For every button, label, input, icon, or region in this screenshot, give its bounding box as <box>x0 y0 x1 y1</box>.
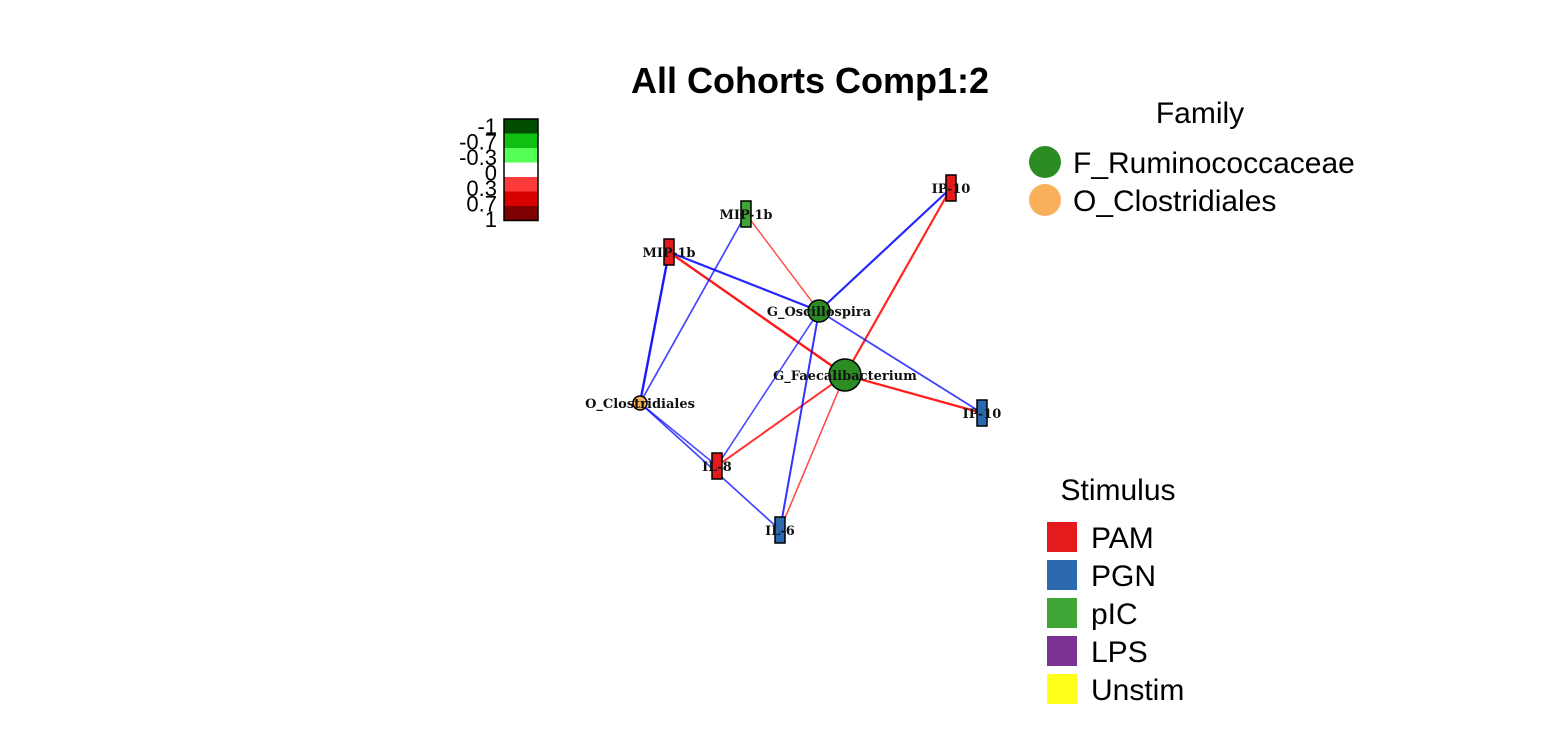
node-label: MIP-1b <box>642 246 695 261</box>
family-legend-title: Family <box>1156 97 1244 130</box>
scale-band <box>504 191 538 206</box>
scale-frame <box>503 118 539 222</box>
node-label: G_Oscillospira <box>767 305 872 320</box>
correlation-color-scale: -1-0.7-0.300.30.71 <box>459 114 539 232</box>
scale-band <box>504 162 538 177</box>
stimulus-legend: Stimulus PAM PGN pIC LPS Unstim <box>1047 474 1184 707</box>
node-label: MIP-1b <box>719 208 772 223</box>
node-ip10_pam: IP-10 <box>932 174 971 202</box>
stimulus-label-lps: LPS <box>1091 636 1148 669</box>
scale-tick-label: -1 <box>477 114 497 139</box>
stimulus-swatch-pic <box>1047 598 1077 628</box>
edge-o_clostridiales-mip1b_pam <box>638 251 671 404</box>
stimulus-swatch-pgn <box>1047 560 1077 590</box>
edge-oscillospira-il6_pgn <box>779 310 820 531</box>
family-label-ruminococcaceae: F_Ruminococcaceae <box>1073 147 1355 180</box>
edge-faecalibacterium-il8_pam <box>716 374 846 467</box>
node-label: O_Clostridiales <box>585 397 695 412</box>
stimulus-label-pam: PAM <box>1091 522 1154 555</box>
scale-band <box>504 206 538 221</box>
scale-tick-label: -0.7 <box>459 130 497 155</box>
scale-tick-label: 0 <box>485 161 497 186</box>
figure-title: All Cohorts Comp1:2 <box>631 60 989 101</box>
taxon-marker <box>632 395 648 411</box>
stimulus-swatch-lps <box>1047 636 1077 666</box>
cytokine-marker <box>945 174 957 202</box>
family-swatch-ruminococcaceae <box>1029 146 1061 178</box>
scale-tick-label: 0.3 <box>466 176 497 201</box>
edge-o_clostridiales-il6_pgn <box>639 402 781 531</box>
taxon-marker <box>807 299 831 323</box>
node-il8_pam: IL-8 <box>702 452 732 480</box>
edge-o_clostridiales-mip1b_pic <box>639 213 747 404</box>
scale-band <box>504 177 538 192</box>
edge-faecalibacterium-ip10_pam <box>844 187 952 376</box>
node-label: IP-10 <box>963 407 1002 422</box>
family-swatch-clostridiales <box>1029 184 1061 216</box>
edge-faecalibacterium-ip10_pgn <box>844 373 983 415</box>
cytokine-marker <box>663 238 675 266</box>
stimulus-label-unstim: Unstim <box>1091 674 1184 707</box>
taxon-marker <box>828 358 862 392</box>
stimulus-label-pic: pIC <box>1091 598 1138 631</box>
family-legend: Family F_Ruminococcaceae O_Clostridiales <box>1029 97 1355 218</box>
cytokine-marker <box>774 516 786 544</box>
network-nodes: IP-10 MIP-1b MIP-1b G_Oscillospira G_Faecali… <box>585 174 1002 544</box>
edge-oscillospira-il8_pam <box>716 310 820 467</box>
node-oscillospira: G_Oscillospira <box>767 299 872 323</box>
node-label: IP-10 <box>932 182 971 197</box>
node-faecalibacterium: G_Faecalibacterium <box>773 358 917 392</box>
scale-band <box>504 133 538 148</box>
scale-tick-label: -0.3 <box>459 145 497 170</box>
edge-oscillospira-mip1b_pam <box>668 250 820 313</box>
family-label-clostridiales: O_Clostridiales <box>1073 185 1276 218</box>
scale-band <box>504 148 538 163</box>
stimulus-swatch-unstim <box>1047 674 1077 704</box>
stimulus-swatch-pam <box>1047 522 1077 552</box>
edge-oscillospira-mip1b_pic <box>745 213 820 312</box>
cytokine-marker <box>711 452 723 480</box>
node-mip1b_pic: MIP-1b <box>719 200 773 228</box>
node-ip10_pgn: IP-10 <box>963 399 1002 427</box>
edge-faecalibacterium-mip1b_pam <box>668 251 846 376</box>
stimulus-label-pgn: PGN <box>1091 560 1156 593</box>
scale-tick-label: 1 <box>485 207 497 232</box>
cytokine-marker <box>976 399 988 427</box>
edge-faecalibacterium-il6_pgn <box>779 374 846 531</box>
node-o_clostridiales: O_Clostridiales <box>585 395 695 412</box>
scale-tick-label: 0.7 <box>466 192 497 217</box>
node-label: G_Faecalibacterium <box>773 369 917 384</box>
network-edges <box>638 187 983 531</box>
stimulus-legend-title: Stimulus <box>1060 474 1175 507</box>
edge-oscillospira-ip10_pam <box>818 187 952 312</box>
scale-band <box>504 119 538 134</box>
node-label: IL-8 <box>702 460 732 475</box>
node-il6_pgn: IL-6 <box>765 516 795 544</box>
cytokine-marker <box>740 200 752 228</box>
node-mip1b_pam: MIP-1b <box>642 238 696 266</box>
edge-oscillospira-ip10_pgn <box>818 310 983 414</box>
node-label: IL-6 <box>765 524 795 539</box>
